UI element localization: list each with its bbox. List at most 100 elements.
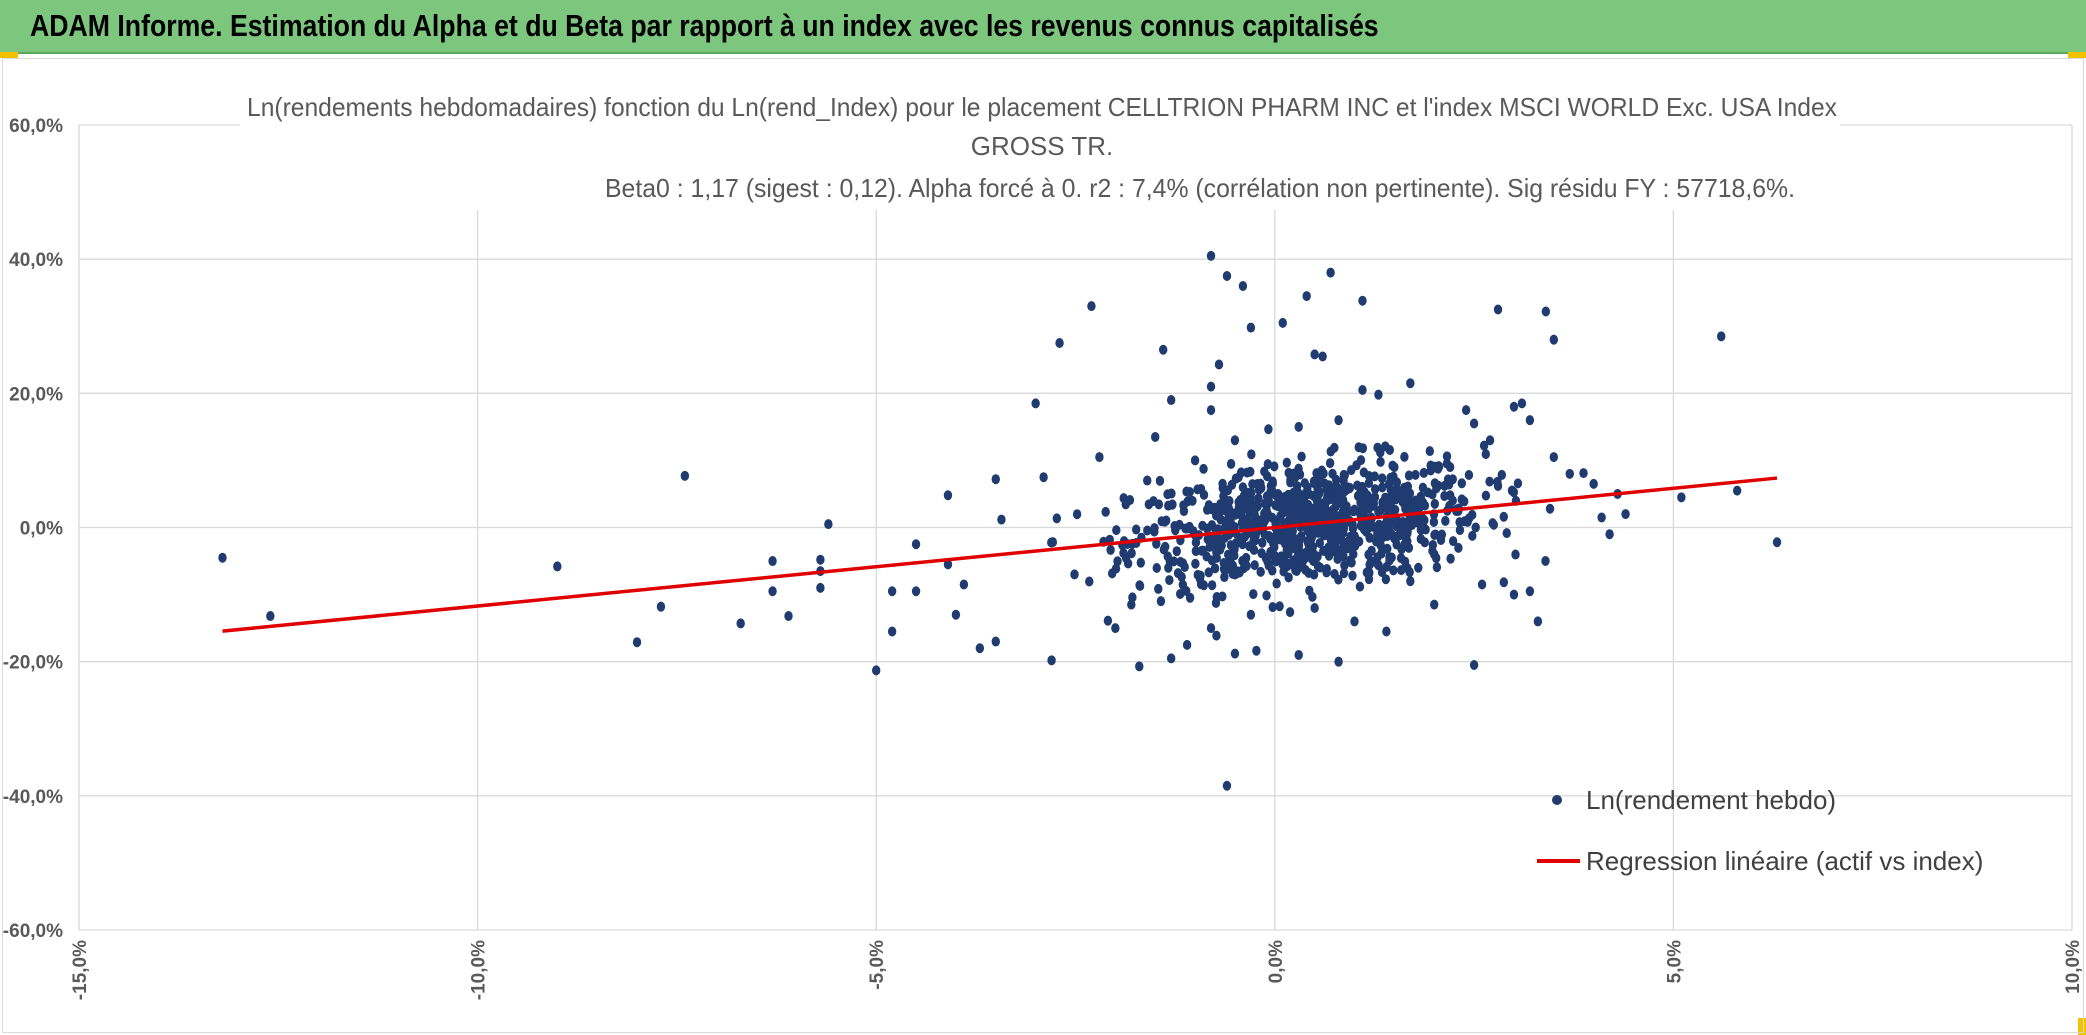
scatter-point [887,586,897,597]
scatter-point [1376,540,1386,551]
scatter-point [1549,334,1559,345]
x-tick-label: 10,0% [2063,940,2084,994]
scatter-point [1397,544,1406,555]
scatter-point [1319,530,1329,541]
scatter-point [1193,484,1202,495]
scatter-point [1332,481,1341,492]
scatter-point [1358,384,1367,395]
scatter-point [1525,586,1535,597]
chart-legend: Ln(rendement hebdo) Regression linéaire … [1537,785,1983,876]
scatter-point [1457,478,1467,489]
scatter-point [1190,455,1200,466]
corner-marker-top-right [2068,52,2086,58]
scatter-point [1301,488,1311,499]
scatter-point [1275,534,1285,545]
scatter-point [1335,550,1345,561]
x-tick-label: -15,0% [70,940,91,1000]
scatter-point [1123,558,1133,569]
x-tick-label: 5,0% [1664,940,1685,983]
scatter-point [1497,469,1507,480]
scatter-point [1262,590,1271,601]
scatter-point [1545,503,1555,514]
scatter-points [218,250,1782,791]
scatter-point [1185,592,1195,603]
scatter-point [1428,539,1438,550]
scatter-point [1238,539,1247,550]
scatter-point [1481,490,1491,501]
scatter-point [1387,552,1396,563]
scatter-point [1334,415,1343,426]
scatter-point [1164,500,1173,511]
scatter-point [1430,599,1439,610]
scatter-point [1107,568,1117,579]
scatter-point [1374,389,1383,400]
y-tick-label: 20,0% [9,384,63,405]
scatter-point [1389,565,1398,576]
scatter-point [1047,537,1056,548]
scatter-point [1355,581,1365,592]
scatter-point [1354,536,1364,547]
y-tick-label: 60,0% [9,116,63,137]
scatter-point [951,609,961,620]
scatter-point [1499,511,1508,522]
scatter-point [1440,491,1449,502]
scatter-point [1256,566,1265,577]
scatter-point [1220,563,1229,574]
scatter-point [1396,553,1406,564]
scatter-point [1070,569,1079,580]
scatter-point [1127,548,1136,559]
scatter-point [1206,381,1216,392]
scatter-point [1433,463,1443,474]
scatter-point [1240,517,1250,528]
scatter-point [1263,557,1273,568]
scatter-point [1489,519,1499,530]
scatter-point [1199,463,1208,474]
scatter-point [1285,607,1295,618]
scatter-point [1364,471,1374,482]
scatter-point [1182,639,1192,650]
scatter-point [1442,451,1452,462]
scatter-point [1395,530,1404,541]
scatter-point [1249,589,1258,600]
scatter-point [816,582,825,593]
scatter-point [1169,556,1179,567]
scatter-point [1343,543,1352,554]
scatter-point [1031,398,1040,409]
scatter-point [1226,540,1236,551]
scatter-point [1373,529,1382,540]
scatter-point [816,554,825,565]
scatter-point [1154,499,1164,510]
regression-line [222,476,1778,633]
y-tick-label: 0,0% [20,519,63,540]
scatter-point [1072,509,1082,520]
scatter-point [1156,596,1166,607]
scatter-point [1405,567,1414,578]
scatter-point [1509,401,1519,412]
report-header-bar: ADAM Informe. Estimation du Alpha et du … [0,0,2086,54]
scatter-point [1381,574,1391,585]
scatter-point [1052,513,1062,524]
scatter-point [1448,536,1458,547]
scatter-point [1461,405,1471,416]
scatter-point [991,636,1000,647]
scatter-point [1298,506,1308,517]
scatter-point [1374,560,1383,571]
scatter-point [1119,493,1128,504]
scatter-point [1378,473,1387,484]
scatter-point [1350,616,1359,627]
scatter-point [1250,560,1259,571]
scatter-point [1101,506,1110,517]
scatter-point [1214,359,1224,370]
scatter-point [1312,494,1321,505]
scatter-point [553,561,562,572]
scatter-point [1677,492,1686,503]
scatter-point [1161,541,1170,552]
scatter-point [1383,543,1392,554]
scatter-point [1276,510,1285,521]
scatter-point [1260,498,1270,509]
scatter-point [1329,504,1338,515]
scatter-point [1258,537,1267,548]
scatter-point [1338,495,1348,506]
scatter-point [1206,405,1216,416]
scatter-point [1377,482,1387,493]
